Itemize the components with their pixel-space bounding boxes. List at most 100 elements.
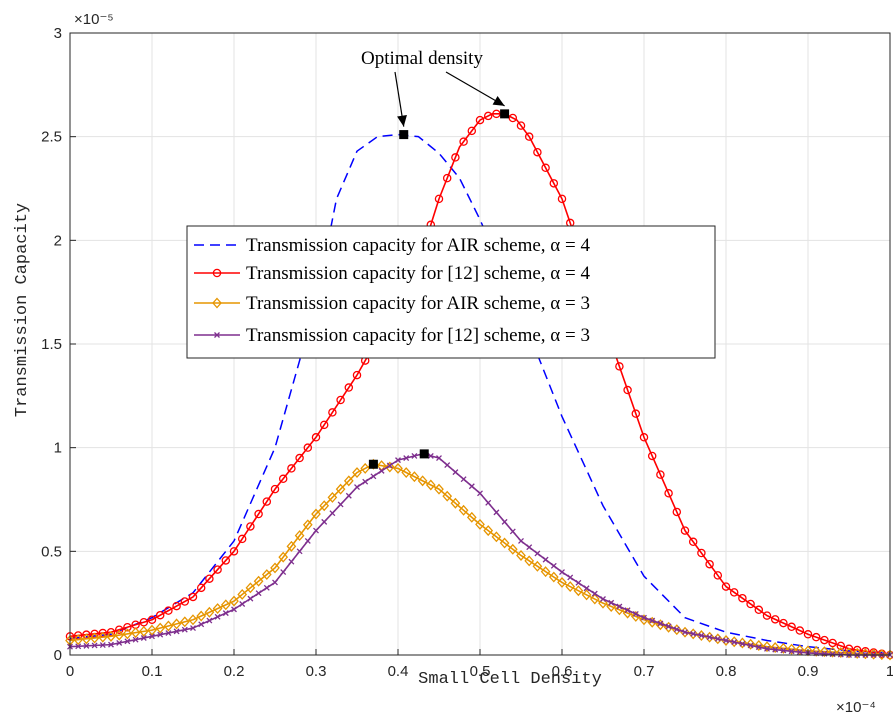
- circle-marker: [180, 597, 190, 606]
- x-marker: [526, 544, 533, 551]
- circle-marker: [811, 632, 821, 642]
- series-3: [65, 458, 893, 661]
- circle-marker: [697, 548, 706, 558]
- x-marker: [460, 476, 467, 483]
- circle-marker: [442, 173, 452, 183]
- x-marker: [304, 538, 311, 544]
- diamond-marker: [122, 628, 133, 640]
- circle-marker: [615, 362, 624, 371]
- circle-marker: [319, 420, 329, 430]
- x-exponent-label: ×10⁻⁴: [836, 699, 876, 716]
- x-tick-label: 0.2: [224, 663, 245, 680]
- x-marker: [255, 590, 262, 597]
- x-marker: [583, 585, 590, 592]
- x-marker: [755, 644, 762, 651]
- x-marker: [263, 584, 270, 591]
- circle-marker: [754, 605, 764, 615]
- diamond-marker: [852, 647, 863, 659]
- x-marker: [575, 579, 582, 586]
- circle-marker: [467, 126, 477, 136]
- x-marker: [239, 601, 246, 607]
- diamond-marker: [573, 585, 584, 597]
- legend-entry-4: Transmission capacity for [12] scheme, α…: [194, 325, 590, 346]
- diamond-marker: [753, 639, 764, 651]
- series-2: [65, 109, 893, 660]
- x-marker: [690, 630, 697, 637]
- diamond-marker: [97, 631, 108, 643]
- y-tick-label: 1: [54, 440, 62, 457]
- circle-marker: [303, 443, 313, 452]
- x-marker: [739, 640, 746, 647]
- diamond-marker: [204, 606, 215, 618]
- diamond-marker: [327, 491, 338, 503]
- legend-entry-1: Transmission capacity for AIR scheme, α …: [194, 235, 590, 256]
- diamond-marker: [499, 537, 510, 549]
- series-line: [69, 453, 890, 656]
- legend-entry-3: Transmission capacity for AIR scheme, α …: [194, 293, 590, 314]
- diamond-marker: [409, 471, 420, 483]
- legend-label: Transmission capacity for AIR scheme, α …: [246, 235, 590, 256]
- circle-marker: [721, 582, 731, 591]
- legend-label: Transmission capacity for AIR scheme, α …: [246, 293, 590, 314]
- diamond-marker: [220, 599, 231, 611]
- diamond-marker: [138, 625, 149, 637]
- x-marker: [337, 501, 344, 508]
- x-marker: [272, 579, 278, 586]
- x-marker: [108, 641, 114, 648]
- x-marker: [288, 558, 295, 565]
- x-marker: [124, 638, 131, 645]
- x-marker: [313, 527, 319, 534]
- circle-marker: [459, 137, 468, 146]
- x-marker: [706, 634, 713, 641]
- x-axis-label: Small Cell Density: [418, 670, 602, 689]
- circle-marker: [647, 451, 657, 461]
- circle-marker: [205, 574, 214, 583]
- x-marker: [427, 453, 434, 459]
- tick-labels: 0 0.1 0.2 0.3 0.4 0.5 0.6 0.7 0.8 0.9 1 0 0.5 1 1.5 2 2.…: [41, 25, 893, 680]
- circle-marker: [762, 611, 772, 620]
- circle-marker: [549, 179, 559, 188]
- circle-marker: [114, 625, 124, 634]
- diamond-marker: [212, 603, 223, 615]
- circle-marker: [820, 635, 829, 645]
- x-marker: [296, 548, 303, 555]
- diamond-marker: [762, 641, 772, 653]
- x-tick-label: 0.7: [634, 663, 655, 680]
- x-marker: [165, 630, 172, 636]
- annotation-arrowhead: [492, 96, 505, 106]
- x-tick-label: 0: [66, 663, 74, 680]
- legend-box: [186, 225, 716, 359]
- diamond-marker: [450, 497, 461, 509]
- circle-marker: [770, 615, 780, 624]
- x-marker: [714, 635, 721, 642]
- diamond-marker: [384, 461, 395, 473]
- x-marker: [632, 610, 639, 617]
- annotation-group: Optimal density: [361, 48, 505, 127]
- x-marker: [534, 550, 541, 557]
- diamond-marker: [819, 646, 830, 658]
- circle-marker: [803, 630, 813, 639]
- optimal-point-marker: [368, 459, 378, 469]
- x-marker: [501, 518, 508, 525]
- optimal-point-marker: [419, 449, 429, 459]
- x-marker: [140, 635, 147, 641]
- circle-marker: [147, 615, 157, 625]
- circle-marker: [516, 121, 526, 130]
- x-marker: [649, 617, 656, 624]
- x-marker: [444, 462, 451, 469]
- diamond-marker: [827, 646, 838, 658]
- y-tick-label: 0.5: [41, 543, 62, 560]
- x-marker: [378, 467, 385, 474]
- x-marker: [403, 455, 410, 461]
- circle-marker: [836, 641, 846, 651]
- x-marker: [616, 603, 623, 610]
- legend-label: Transmission capacity for [12] scheme, α…: [246, 263, 590, 284]
- circle-marker: [779, 618, 788, 628]
- diamond-marker: [475, 518, 485, 530]
- optimal-point-marker: [399, 130, 409, 140]
- x-marker: [509, 528, 516, 535]
- x-marker: [214, 332, 220, 338]
- diamond-marker: [524, 555, 535, 567]
- circle-marker: [738, 593, 747, 603]
